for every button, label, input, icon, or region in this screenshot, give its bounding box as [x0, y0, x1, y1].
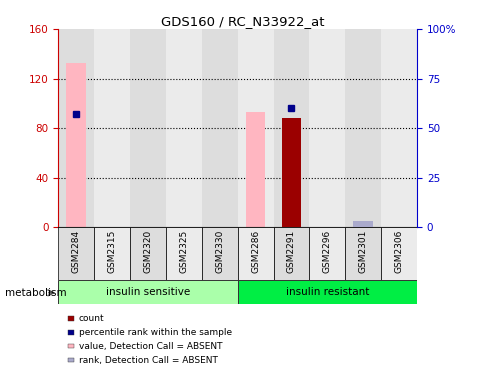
- Bar: [345, 227, 380, 280]
- Bar: [201, 29, 237, 227]
- Bar: [130, 227, 166, 280]
- Bar: [245, 112, 265, 227]
- Bar: [273, 227, 309, 280]
- Text: insulin resistant: insulin resistant: [285, 287, 368, 297]
- Bar: [58, 29, 94, 227]
- Bar: [281, 118, 301, 227]
- Text: GSM2306: GSM2306: [394, 229, 403, 273]
- Text: GSM2284: GSM2284: [72, 229, 80, 273]
- Bar: [201, 227, 237, 280]
- Text: GSM2296: GSM2296: [322, 229, 331, 273]
- Bar: [237, 227, 273, 280]
- Text: count: count: [78, 314, 104, 323]
- Text: insulin sensitive: insulin sensitive: [106, 287, 190, 297]
- Bar: [380, 29, 416, 227]
- Bar: [130, 29, 166, 227]
- Text: GSM2315: GSM2315: [107, 229, 116, 273]
- Text: GDS160 / RC_N33922_at: GDS160 / RC_N33922_at: [160, 15, 324, 28]
- Bar: [166, 29, 201, 227]
- Bar: [237, 280, 416, 304]
- Bar: [309, 227, 345, 280]
- Text: GSM2330: GSM2330: [215, 229, 224, 273]
- Bar: [94, 29, 130, 227]
- Bar: [380, 227, 416, 280]
- Text: rank, Detection Call = ABSENT: rank, Detection Call = ABSENT: [78, 356, 217, 365]
- Bar: [237, 29, 273, 227]
- Bar: [273, 29, 309, 227]
- Bar: [309, 29, 345, 227]
- Bar: [58, 280, 237, 304]
- Text: GSM2325: GSM2325: [179, 229, 188, 273]
- Text: GSM2286: GSM2286: [251, 229, 259, 273]
- Bar: [345, 29, 380, 227]
- Text: GSM2291: GSM2291: [287, 229, 295, 273]
- Bar: [94, 227, 130, 280]
- Bar: [66, 63, 86, 227]
- Bar: [58, 227, 94, 280]
- Text: metabolism: metabolism: [5, 288, 66, 298]
- Bar: [166, 227, 201, 280]
- Text: value, Detection Call = ABSENT: value, Detection Call = ABSENT: [78, 342, 222, 351]
- Bar: [353, 221, 372, 227]
- Text: GSM2301: GSM2301: [358, 229, 367, 273]
- Text: GSM2320: GSM2320: [143, 229, 152, 273]
- Text: percentile rank within the sample: percentile rank within the sample: [78, 328, 231, 337]
- Bar: [353, 223, 372, 227]
